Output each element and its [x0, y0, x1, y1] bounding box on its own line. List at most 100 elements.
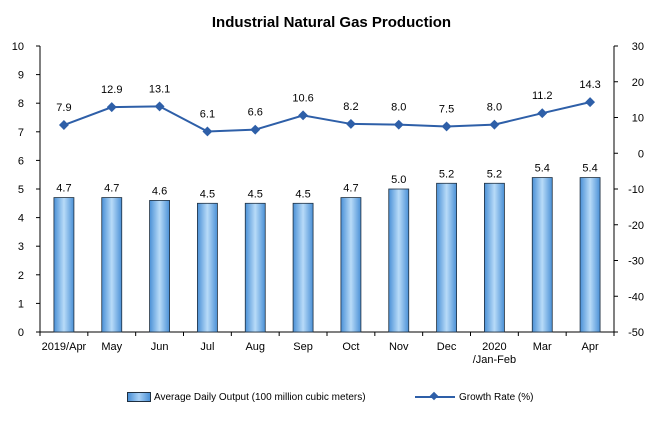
chart-plot: 0 1 2 3 4 5 6 7 8 9 10 -50 -40 -30 -20 -10 0 10 20 30 2019/A… — [12, 41, 644, 366]
chart-title: Industrial Natural Gas Production — [211, 14, 452, 31]
x-tick-label-line: Dec — [437, 341, 457, 353]
left-y-tick-label: 8 — [18, 98, 24, 110]
bar-data-label: 5.2 — [487, 168, 502, 180]
bar-data-label: 4.7 — [56, 183, 71, 195]
bar — [388, 188, 410, 333]
x-tick-label-line: 2019/Apr — [42, 341, 87, 353]
bar — [244, 202, 266, 333]
legend-bar-swatch — [127, 392, 151, 402]
x-tick-label-line: /Jan-Feb — [473, 354, 516, 366]
growth-rate-marker — [154, 101, 165, 112]
line-data-label: 14.3 — [579, 79, 600, 91]
x-tick-label-line: Nov — [389, 341, 409, 353]
bar-data-label: 5.4 — [582, 163, 597, 175]
bar-data-label: 4.7 — [343, 183, 358, 195]
line-data-label: 6.6 — [248, 107, 263, 119]
bar-data-label: 5.2 — [439, 168, 454, 180]
line-data-label: 13.1 — [149, 83, 170, 95]
x-tick-label-line: Apr — [582, 341, 599, 353]
growth-rate-marker — [202, 126, 213, 137]
right-y-tick-label: 0 — [638, 148, 644, 160]
x-tick-label-line: Jul — [200, 341, 214, 353]
bar — [149, 200, 170, 333]
right-y-tick-label: -10 — [628, 184, 644, 196]
bar-data-label: 4.5 — [295, 188, 310, 200]
bar-data-label: 5.4 — [535, 163, 550, 175]
x-tick-label: Dec — [437, 341, 457, 353]
x-tick-label: Sep — [293, 341, 313, 353]
x-tick-label-line: 2020 — [482, 341, 506, 353]
line-data-label: 6.1 — [200, 108, 215, 120]
line-data-label: 8.0 — [487, 102, 502, 114]
left-y-tick-label: 7 — [18, 127, 24, 139]
x-tick-label-line: May — [101, 341, 122, 353]
bar — [53, 197, 75, 333]
x-tick-label-line: Jun — [151, 341, 169, 353]
growth-rate-marker — [250, 124, 261, 135]
x-tick-label-line: Aug — [245, 341, 265, 353]
line-data-label: 8.0 — [391, 102, 406, 114]
bar — [101, 197, 123, 333]
left-y-tick-label: 10 — [12, 41, 24, 53]
growth-rate-marker — [537, 108, 548, 119]
x-tick-label-line: Sep — [293, 341, 313, 353]
x-tick-label: Nov — [389, 341, 409, 353]
growth-rate-marker — [58, 120, 69, 130]
bar — [197, 202, 218, 333]
line-data-label: 7.9 — [56, 102, 71, 114]
left-y-tick-label: 6 — [18, 155, 24, 167]
x-tick-label: May — [101, 341, 122, 353]
left-y-tick-label: 4 — [18, 213, 24, 225]
bar — [531, 177, 553, 333]
line-data-label: 7.5 — [439, 103, 454, 115]
bar-data-label: 4.5 — [248, 188, 263, 200]
growth-rate-marker — [489, 119, 500, 130]
legend-bar-label: Average Daily Output (100 million cubic … — [154, 391, 366, 403]
left-y-tick-label: 1 — [18, 298, 24, 310]
bar-data-label: 4.7 — [104, 183, 119, 195]
growth-rate-marker — [106, 102, 117, 113]
x-tick-label: Jun — [151, 341, 169, 353]
growth-rate-marker — [298, 110, 309, 121]
growth-rate-line — [63, 101, 591, 133]
bar — [484, 182, 505, 333]
legend-item-bar: Average Daily Output (100 million cubic … — [127, 388, 366, 406]
right-y-tick-label: -20 — [628, 220, 644, 232]
bar — [579, 177, 601, 333]
legend-line-swatch — [415, 392, 455, 402]
bar-data-label: 5.0 — [391, 174, 406, 186]
growth-rate-marker — [345, 118, 356, 129]
growth-rate-marker — [393, 119, 404, 130]
left-y-tick-label: 9 — [18, 70, 24, 82]
left-y-tick-label: 2 — [18, 270, 24, 282]
bar — [292, 202, 314, 333]
x-tick-label: Mar — [533, 341, 552, 353]
x-tick-label-line: Mar — [533, 341, 552, 353]
growth-rate-marker — [585, 97, 596, 108]
bar-data-label: 4.5 — [200, 188, 215, 200]
x-tick-label: Jul — [200, 341, 214, 353]
bar-data-label: 4.6 — [152, 185, 167, 197]
legend-item-line: Growth Rate (%) — [415, 388, 533, 406]
right-y-tick-label: 30 — [632, 41, 644, 53]
line-data-label: 10.6 — [292, 92, 313, 104]
x-tick-label: 2019/Apr — [42, 341, 87, 353]
left-y-tick-label: 5 — [18, 184, 24, 196]
right-y-tick-label: -40 — [628, 291, 644, 303]
growth-rate-marker — [441, 121, 452, 132]
right-y-tick-label: -30 — [628, 256, 644, 268]
line-data-label: 12.9 — [101, 84, 122, 96]
right-y-tick-label: 10 — [632, 113, 644, 125]
x-tick-label: Apr — [582, 341, 599, 353]
right-y-tick-label: 20 — [632, 77, 644, 89]
right-y-tick-label: -50 — [628, 327, 644, 339]
line-data-label: 8.2 — [343, 101, 358, 113]
x-tick-label: 2020/Jan-Feb — [473, 341, 516, 366]
left-y-tick-label: 3 — [18, 241, 24, 253]
x-tick-label: Oct — [342, 341, 359, 353]
x-tick-label-line: Oct — [342, 341, 359, 353]
bar — [340, 197, 362, 333]
line-data-label: 11.2 — [532, 90, 553, 102]
left-y-tick-label: 0 — [18, 327, 24, 339]
bar — [436, 182, 457, 333]
